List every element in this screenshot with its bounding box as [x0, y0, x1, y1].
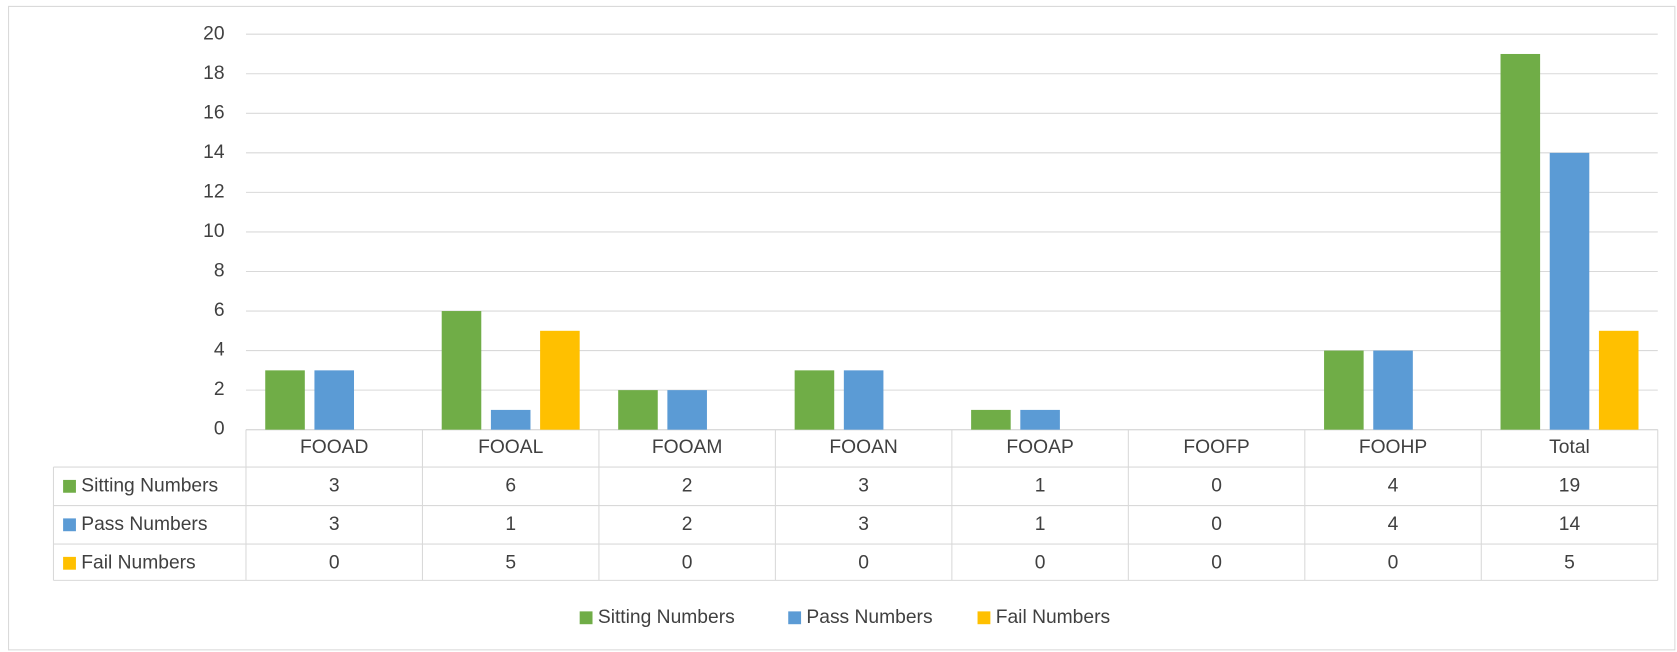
- y-tick-label: 6: [214, 300, 225, 321]
- table-cell: 3: [329, 475, 340, 496]
- y-tick-label: 14: [203, 142, 225, 163]
- bar: [843, 370, 884, 430]
- table-cell: 0: [1035, 552, 1046, 573]
- bar: [540, 330, 580, 430]
- bar: [667, 390, 707, 430]
- legend-key: [977, 611, 991, 625]
- table-cell: 3: [329, 514, 340, 535]
- bar: [1020, 409, 1060, 430]
- bar: [1549, 152, 1590, 430]
- x-tick-label: Total: [1549, 437, 1590, 458]
- bar: [971, 409, 1011, 430]
- row-key: [63, 556, 76, 570]
- bar: [441, 311, 482, 430]
- y-tick-label: 20: [203, 23, 224, 44]
- bar: [265, 370, 305, 430]
- table-cell: 0: [858, 552, 869, 573]
- y-tick-label: 8: [214, 261, 225, 282]
- table-cell: 19: [1559, 475, 1580, 496]
- legend-key: [788, 611, 802, 625]
- y-tick-label: 2: [214, 379, 225, 400]
- bar: [618, 390, 658, 430]
- table-cell: 5: [505, 552, 516, 573]
- legend-key: [579, 611, 593, 625]
- bar: [314, 370, 355, 430]
- table-cell: 3: [858, 475, 869, 496]
- table-cell: 1: [1035, 514, 1046, 535]
- row-header: Pass Numbers: [81, 514, 207, 535]
- x-tick-label: FOOAL: [478, 437, 544, 458]
- y-tick-label: 4: [214, 340, 225, 361]
- table-cell: 0: [1388, 552, 1399, 573]
- x-tick-label: FOOAD: [300, 437, 368, 458]
- x-tick-label: FOOAP: [1006, 437, 1073, 458]
- legend-label: Sitting Numbers: [598, 607, 735, 628]
- x-tick-label: FOOFP: [1183, 437, 1249, 458]
- bar: [794, 370, 835, 430]
- table-cell: 2: [682, 514, 693, 535]
- y-tick-label: 10: [203, 221, 224, 242]
- bar: [490, 409, 531, 430]
- table-cell: 1: [1035, 475, 1046, 496]
- table-cell: 0: [1211, 475, 1222, 496]
- table-cell: 3: [858, 514, 869, 535]
- table-cell: 4: [1388, 475, 1399, 496]
- table-cell: 6: [505, 475, 516, 496]
- table-cell: 1: [505, 514, 516, 535]
- table-cell: 0: [682, 552, 693, 573]
- x-tick-label: FOOHP: [1359, 437, 1427, 458]
- x-tick-label: FOOAN: [829, 437, 897, 458]
- y-tick-label: 0: [214, 419, 225, 440]
- table-cell: 0: [1211, 514, 1222, 535]
- row-key: [63, 479, 76, 493]
- row-key: [63, 518, 76, 532]
- row-header: Sitting Numbers: [81, 475, 218, 496]
- table-cell: 0: [1211, 552, 1222, 573]
- legend-label: Fail Numbers: [996, 607, 1110, 628]
- table-cell: 2: [682, 475, 693, 496]
- bar: [1500, 53, 1541, 430]
- table-cell: 4: [1388, 514, 1399, 535]
- legend-label: Pass Numbers: [806, 607, 932, 628]
- y-tick-label: 16: [203, 102, 224, 123]
- bar: [1373, 350, 1413, 430]
- bar: [1324, 350, 1364, 430]
- row-header: Fail Numbers: [81, 552, 195, 573]
- y-tick-label: 18: [203, 63, 224, 84]
- table-cell: 5: [1564, 552, 1575, 573]
- x-tick-label: FOOAM: [652, 437, 723, 458]
- bar: [1598, 330, 1639, 430]
- table-cell: 14: [1559, 514, 1581, 535]
- y-tick-label: 12: [203, 181, 224, 202]
- table-cell: 0: [329, 552, 340, 573]
- chart-border: [8, 5, 1676, 651]
